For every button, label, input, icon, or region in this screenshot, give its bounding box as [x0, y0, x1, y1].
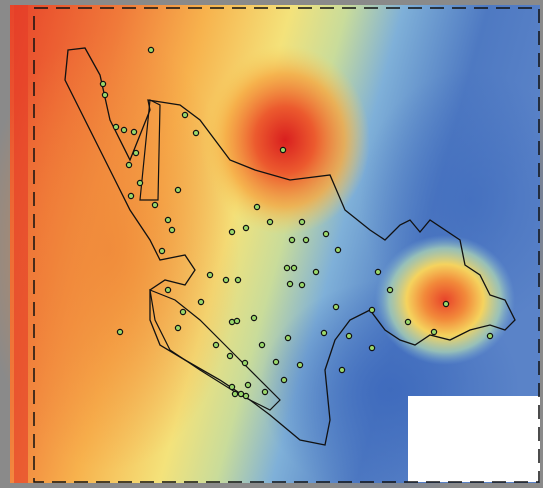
site-marker	[431, 329, 436, 334]
site-marker	[280, 147, 285, 152]
site-marker	[229, 229, 234, 234]
site-marker	[133, 150, 138, 155]
site-marker	[232, 391, 237, 396]
site-marker	[259, 342, 264, 347]
site-marker	[207, 272, 212, 277]
map	[0, 0, 543, 488]
site-marker	[182, 112, 187, 117]
site-marker	[313, 269, 318, 274]
hotspot	[375, 235, 515, 365]
site-marker	[303, 237, 308, 242]
site-marker	[369, 307, 374, 312]
site-marker	[245, 382, 250, 387]
site-marker	[234, 318, 239, 323]
site-marker	[169, 227, 174, 232]
site-marker	[267, 219, 272, 224]
site-marker	[369, 345, 374, 350]
site-marker	[262, 389, 267, 394]
site-marker	[193, 130, 198, 135]
site-marker	[297, 362, 302, 367]
site-marker	[291, 265, 296, 270]
site-marker	[243, 225, 248, 230]
site-marker	[243, 393, 248, 398]
site-marker	[281, 377, 286, 382]
site-marker	[100, 81, 105, 86]
site-marker	[229, 319, 234, 324]
site-marker	[339, 367, 344, 372]
site-marker	[487, 333, 492, 338]
site-marker	[137, 180, 142, 185]
site-marker	[131, 129, 136, 134]
site-marker	[273, 359, 278, 364]
site-marker	[235, 277, 240, 282]
site-marker	[121, 127, 126, 132]
site-marker	[287, 281, 292, 286]
site-marker	[242, 360, 247, 365]
site-marker	[223, 277, 228, 282]
site-marker	[165, 217, 170, 222]
site-marker	[128, 193, 133, 198]
site-marker	[405, 319, 410, 324]
site-marker	[126, 162, 131, 167]
site-marker	[229, 384, 234, 389]
site-marker	[323, 231, 328, 236]
site-marker	[285, 335, 290, 340]
site-marker	[335, 247, 340, 252]
site-marker	[159, 248, 164, 253]
site-marker	[289, 237, 294, 242]
site-marker	[251, 315, 256, 320]
site-marker	[175, 187, 180, 192]
site-marker	[346, 333, 351, 338]
site-marker	[148, 47, 153, 52]
site-marker	[165, 287, 170, 292]
site-marker	[102, 92, 107, 97]
site-marker	[299, 282, 304, 287]
site-marker	[375, 269, 380, 274]
site-marker	[254, 204, 259, 209]
coast-strip	[14, 5, 28, 483]
site-marker	[113, 124, 118, 129]
site-marker	[198, 299, 203, 304]
site-marker	[175, 325, 180, 330]
site-marker	[180, 309, 185, 314]
site-marker	[152, 202, 157, 207]
site-marker	[333, 304, 338, 309]
site-marker	[213, 342, 218, 347]
site-marker	[117, 329, 122, 334]
hotspot	[200, 45, 370, 235]
site-marker	[284, 265, 289, 270]
site-marker	[443, 301, 448, 306]
site-marker	[387, 287, 392, 292]
site-marker	[227, 353, 232, 358]
inset-box	[408, 396, 540, 482]
site-marker	[321, 330, 326, 335]
site-marker	[299, 219, 304, 224]
page: (() => { JSON.parse(document.getElementB…	[0, 0, 543, 488]
